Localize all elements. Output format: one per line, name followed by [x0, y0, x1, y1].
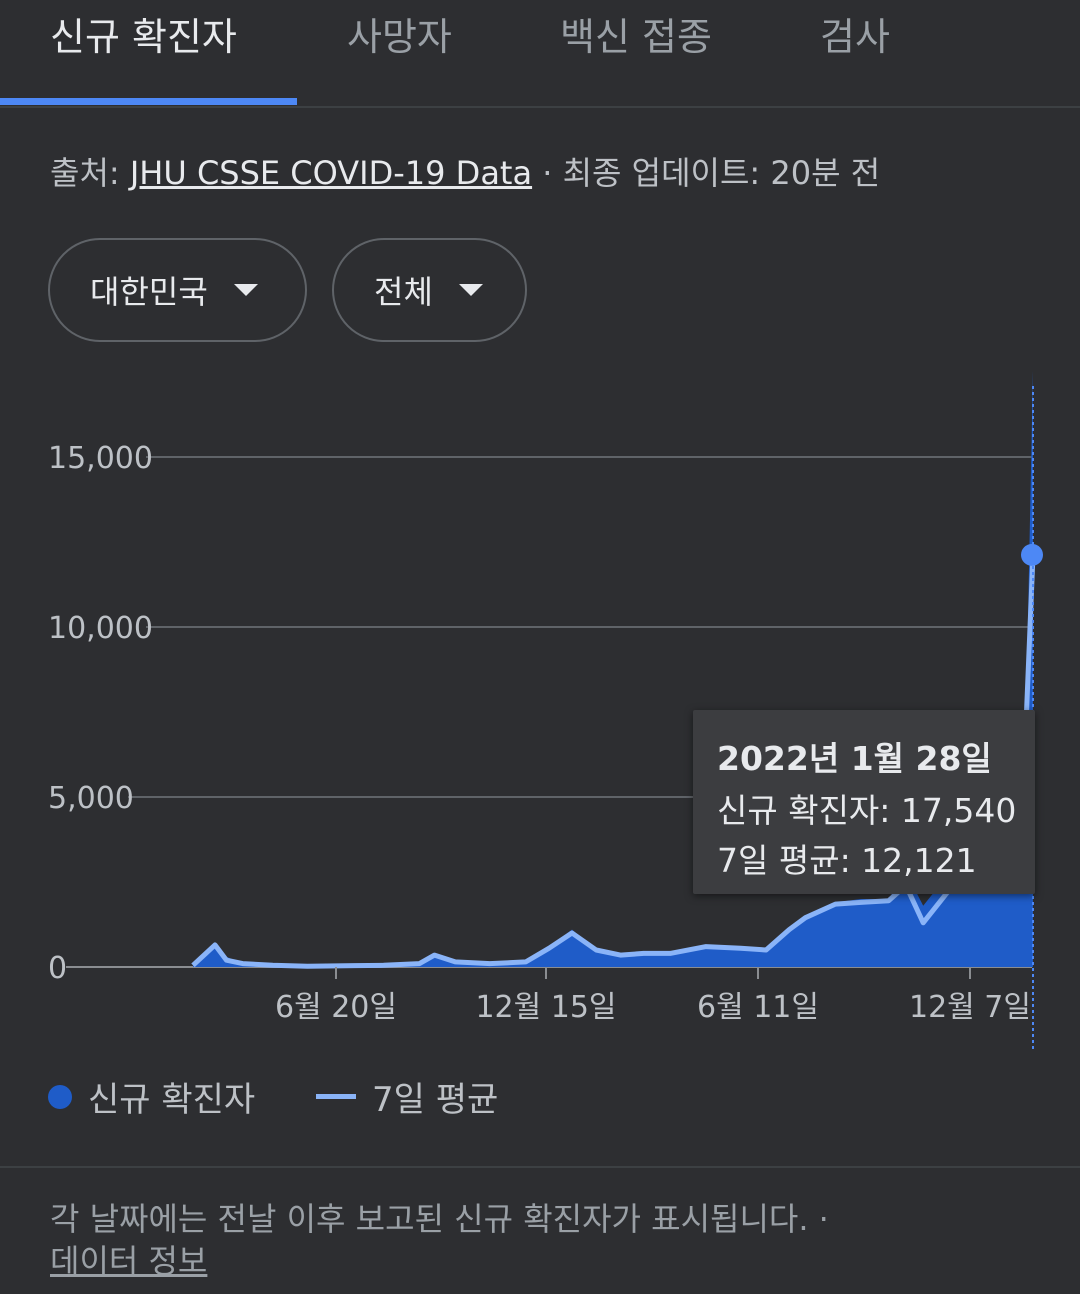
tab-tests[interactable]: 검사	[820, 15, 890, 59]
chart-tooltip: 2022년 1월 28일 신규 확진자: 17,540 7일 평균: 12,12…	[693, 710, 1035, 894]
legend-new-cases-label: 신규 확진자	[88, 1080, 256, 1120]
cases-chart[interactable]: 15,000 10,000 5,000 0 6월 20일 12월 15일 6월 11일 12…	[0, 370, 1080, 1060]
data-info-link[interactable]: 데이터 정보	[50, 1242, 208, 1280]
divider	[0, 1166, 1080, 1168]
x-tick-label: 12월 7일	[909, 990, 1031, 1025]
chevron-down-icon	[233, 284, 258, 296]
x-tick-label: 12월 15일	[475, 990, 616, 1025]
region-dropdown[interactable]: 대한민국	[48, 238, 307, 342]
tab-new-cases[interactable]: 신규 확진자	[50, 15, 237, 59]
y-tick-label: 0	[48, 951, 67, 986]
source-link[interactable]: JHU CSSE COVID-19 Data	[129, 154, 533, 192]
footnote: 각 날짜에는 전날 이후 보고된 신규 확진자가 표시됩니다. ·	[50, 1200, 829, 1238]
legend-line-icon	[316, 1094, 356, 1099]
tooltip-date: 2022년 1월 28일	[717, 739, 992, 778]
tab-vaccinations[interactable]: 백신 접종	[560, 15, 712, 59]
y-tick-label: 15,000	[48, 441, 153, 476]
legend-average-label: 7일 평균	[372, 1080, 499, 1120]
x-tick-label: 6월 20일	[275, 990, 397, 1025]
y-tick-label: 5,000	[48, 781, 134, 816]
x-tick-label: 6월 11일	[697, 990, 819, 1025]
source-line: 출처: JHU CSSE COVID-19 Data · 최종 업데이트: 20…	[50, 148, 880, 194]
tooltip-average: 7일 평균: 12,121	[717, 841, 977, 880]
tab-deaths[interactable]: 사망자	[347, 15, 452, 59]
hover-marker	[1021, 543, 1043, 566]
range-dropdown-label: 전체	[374, 273, 433, 311]
tab-bar: 신규 확진자 사망자 백신 접종 검사	[0, 0, 1080, 108]
new-cases-area	[193, 370, 1033, 968]
region-dropdown-label: 대한민국	[90, 273, 208, 311]
last-updated: · 최종 업데이트: 20분 전	[532, 154, 881, 192]
legend-new-cases: 신규 확진자	[48, 1072, 255, 1121]
active-tab-indicator	[0, 98, 297, 105]
range-dropdown[interactable]: 전체	[332, 238, 527, 342]
source-prefix: 출처:	[50, 154, 130, 192]
chevron-down-icon	[458, 284, 483, 296]
y-tick-label: 10,000	[48, 611, 153, 646]
tooltip-new-cases: 신규 확진자: 17,540	[717, 791, 1017, 830]
legend-average: 7일 평균	[316, 1072, 498, 1121]
legend-dot-icon	[48, 1084, 72, 1109]
